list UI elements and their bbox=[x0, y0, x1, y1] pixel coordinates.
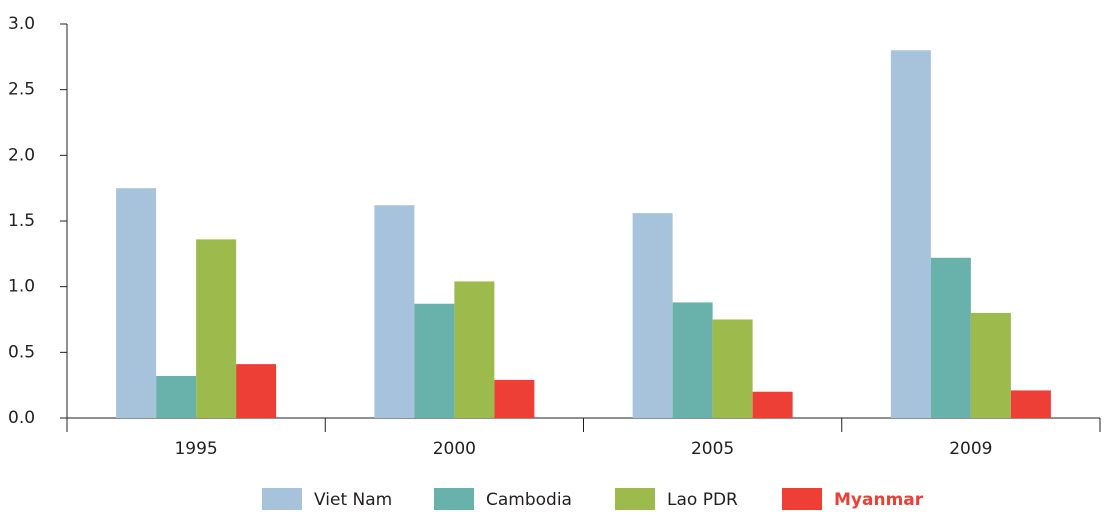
bar bbox=[156, 375, 197, 418]
y-tick-label: 1.5 bbox=[8, 211, 35, 231]
y-tick-label: 2.0 bbox=[8, 145, 35, 165]
y-tick-label: 0.0 bbox=[8, 408, 35, 428]
bar bbox=[454, 281, 495, 418]
x-tick-label: 2000 bbox=[433, 439, 476, 459]
bar bbox=[930, 257, 971, 418]
bar bbox=[236, 364, 277, 418]
bar bbox=[1010, 390, 1051, 418]
bar bbox=[970, 312, 1011, 418]
x-tick-label: 2009 bbox=[949, 439, 992, 459]
y-tick-label: 0.5 bbox=[8, 342, 35, 362]
bar bbox=[632, 213, 673, 418]
y-tick-label: 2.5 bbox=[8, 80, 35, 100]
y-tick-label: 3.0 bbox=[8, 14, 35, 34]
bar bbox=[494, 379, 535, 418]
legend-label: Cambodia bbox=[486, 490, 572, 510]
bar bbox=[712, 319, 753, 418]
legend-label: Lao PDR bbox=[667, 490, 738, 510]
y-tick-label: 1.0 bbox=[8, 277, 35, 297]
x-tick-label: 2005 bbox=[691, 439, 734, 459]
bar bbox=[752, 391, 793, 418]
bar bbox=[374, 205, 415, 418]
bar bbox=[414, 303, 455, 418]
bar bbox=[196, 239, 237, 418]
bar bbox=[672, 302, 713, 418]
bar bbox=[116, 188, 157, 418]
legend-swatch bbox=[615, 488, 655, 510]
legend-swatch bbox=[262, 488, 302, 510]
legend-label: Myanmar bbox=[834, 490, 924, 510]
legend-label: Viet Nam bbox=[314, 490, 392, 510]
legend-swatch bbox=[782, 488, 822, 510]
legend-swatch bbox=[434, 488, 474, 510]
x-tick-label: 1995 bbox=[174, 439, 217, 459]
bar bbox=[890, 50, 931, 419]
